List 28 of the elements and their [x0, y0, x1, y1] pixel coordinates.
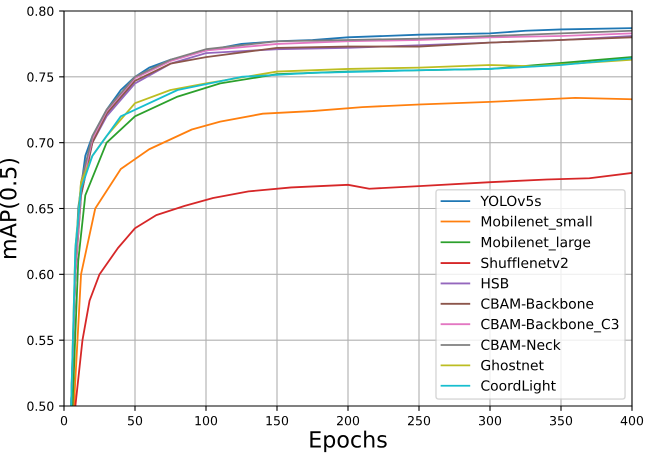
y-tick-label: 0.80 [27, 6, 54, 16]
x-tick-label: 250 [408, 416, 430, 426]
y-tick-label: 0.55 [27, 336, 54, 346]
legend-label: CBAM-Backbone [481, 298, 594, 309]
x-tick-label: 200 [336, 416, 360, 426]
legend-label: Mobilenet_large [482, 236, 590, 250]
legend-label: Shufflenetv2 [481, 257, 568, 268]
x-tick-label: 400 [620, 416, 644, 426]
x-tick-label: 50 [128, 416, 142, 426]
legend-label: CBAM-Backbone_C3 [481, 318, 618, 332]
legend-label: Ghostnet [481, 360, 544, 370]
x-tick-label: 350 [550, 416, 572, 426]
x-tick-label: 100 [195, 416, 218, 426]
legend-label: Mobilenet_small [482, 216, 592, 230]
y-tick-label: 0.75 [27, 72, 54, 82]
y-tick-label: 0.50 [27, 401, 54, 411]
legend-label: CBAM-Neck [481, 339, 561, 350]
line-series [74, 172, 632, 406]
y-tick-label: 0.60 [27, 270, 54, 280]
x-axis-title: Epochs [310, 430, 387, 452]
legend-label: CoordLight [481, 380, 556, 394]
x-tick-label: 150 [266, 416, 288, 426]
y-tick-label: 0.70 [27, 138, 54, 148]
x-tick-label: 300 [479, 416, 502, 426]
x-tick-label: 0 [60, 416, 68, 426]
legend-label: HSB [482, 278, 508, 288]
legend-label: YOLOv5s [480, 196, 541, 206]
y-tick-label: 0.65 [27, 204, 54, 214]
